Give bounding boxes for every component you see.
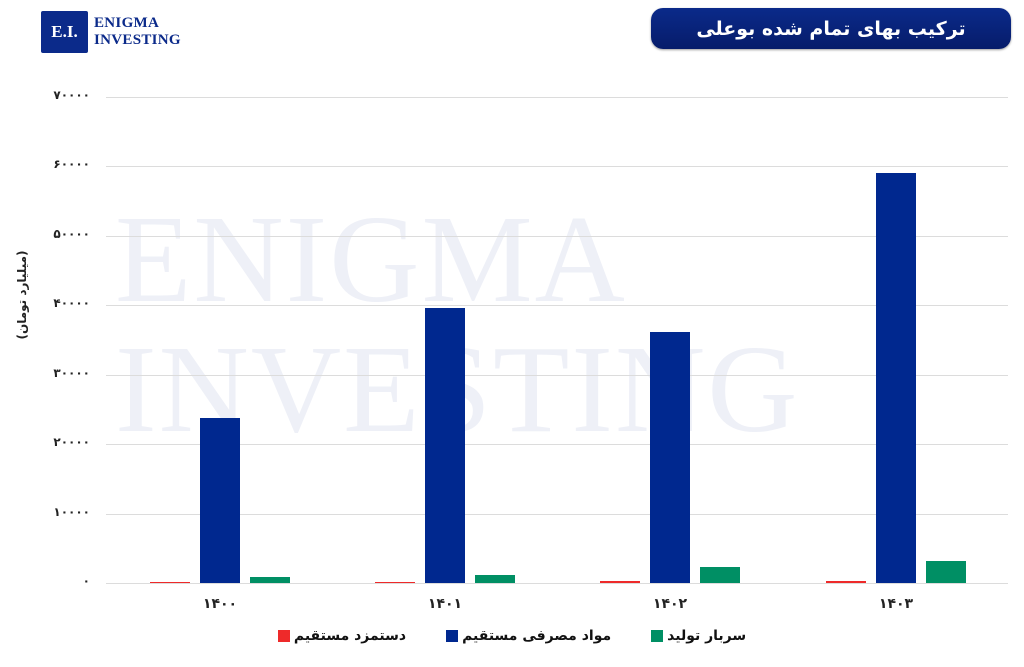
chart-title: ترکیب بهای تمام شده بوعلی: [651, 8, 1011, 49]
legend-item: دستمزد مستقیم: [277, 628, 407, 644]
gridline: [106, 514, 1008, 515]
legend-label: دستمزد مستقیم: [293, 628, 407, 644]
bar-red: [826, 580, 866, 583]
logo-line2: INVESTING: [94, 32, 181, 48]
y-tick-label: ۰: [82, 574, 90, 588]
legend-swatch: [446, 630, 459, 642]
bar-blue: [650, 332, 690, 583]
legend-label: سربار تولید: [667, 628, 747, 644]
y-tick-label: ۴۰۰۰۰: [53, 296, 90, 310]
y-tick-label: ۲۰۰۰۰: [53, 435, 90, 449]
gridline: [106, 97, 1008, 98]
logo-text: ENIGMA INVESTING: [94, 15, 181, 49]
x-tick-label: ۱۴۰۱: [427, 596, 463, 612]
legend-swatch: [277, 630, 290, 642]
y-tick-label: ۳۰۰۰۰: [53, 366, 90, 380]
y-tick-label: ۷۰۰۰۰: [53, 88, 90, 102]
logo-line1: ENIGMA: [94, 15, 160, 31]
logo: E.I. ENIGMA INVESTING: [41, 11, 181, 53]
x-tick-label: ۱۴۰۳: [878, 596, 914, 612]
bar-red: [375, 581, 415, 584]
gridline: [106, 583, 1008, 584]
y-axis-label: (میلیارد تومان): [15, 250, 29, 340]
x-tick-label: ۱۴۰۲: [652, 596, 688, 612]
bar-green: [475, 574, 515, 583]
gridline: [106, 444, 1008, 445]
legend-label: مواد مصرفی مستقیم: [462, 628, 612, 644]
bar-red: [150, 581, 190, 584]
logo-box: E.I.: [41, 11, 88, 53]
gridline: [106, 236, 1008, 237]
x-tick-label: ۱۴۰۰: [202, 596, 238, 612]
y-tick-label: ۶۰۰۰۰: [53, 157, 90, 171]
legend: سربار تولید مواد مصرفی مستقیم دستمزد مستقی…: [0, 628, 1024, 644]
legend-item: سربار تولید: [651, 628, 746, 644]
legend-item: مواد مصرفی مستقیم: [446, 628, 611, 644]
bar-green: [250, 577, 290, 583]
bar-green: [700, 567, 740, 583]
bar-blue: [876, 173, 916, 583]
y-tick-label: ۱۰۰۰۰: [53, 505, 90, 519]
gridline: [106, 305, 1008, 306]
bar-green: [926, 560, 966, 583]
gridline: [106, 375, 1008, 376]
bar-red: [600, 580, 640, 583]
y-tick-label: ۵۰۰۰۰: [53, 227, 90, 241]
bar-blue: [200, 417, 240, 583]
legend-swatch: [651, 630, 664, 642]
bar-blue: [425, 308, 465, 583]
gridline: [106, 166, 1008, 167]
